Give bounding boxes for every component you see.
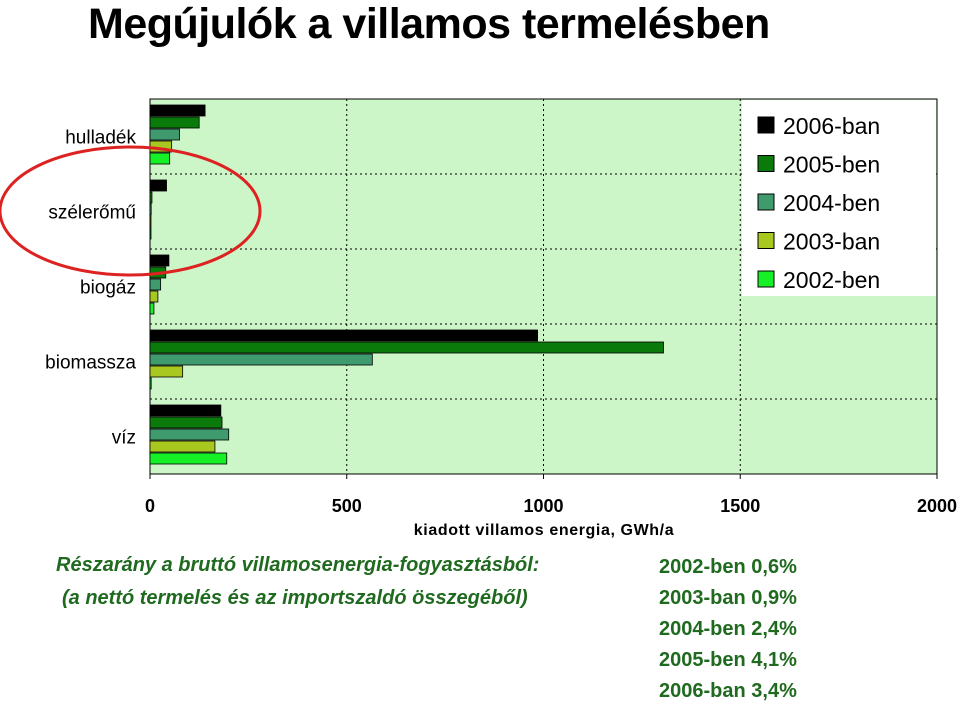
share-item: 2003-ban 0,9% [659, 587, 797, 609]
bar [149, 203, 152, 216]
bar [149, 254, 170, 267]
category-label: hulladék [65, 128, 136, 149]
category-label: biomassza [45, 353, 136, 374]
bar [149, 278, 162, 291]
legend-swatch [757, 155, 775, 172]
legend-label: 2004-ben [783, 190, 880, 216]
x-tick-label: 500 [332, 496, 362, 516]
bar [149, 404, 222, 417]
bar [149, 191, 153, 204]
category-label: víz [112, 428, 136, 449]
highlight-ellipse [0, 145, 262, 277]
share-item: 2006-ban 3,4% [659, 680, 797, 702]
share-list: 2002-ben 0,6% 2003-ban 0,9% 2004-ben 2,4… [659, 552, 797, 707]
legend: 2006-ban 2005-ben 2004-ben 2003-ban 2002-ben [757, 113, 880, 293]
share-note-title: Részarány a bruttó villamosenergia-fogya… [56, 554, 540, 576]
bar [149, 377, 152, 390]
share-item: 2005-ben 4,1% [659, 649, 797, 671]
legend-swatch [757, 193, 775, 211]
x-tick-label: 1000 [523, 496, 563, 516]
bars [149, 104, 664, 465]
bar [149, 452, 228, 465]
bar [149, 329, 538, 342]
page-title: Megújulók a villamos termelésben [88, 0, 770, 48]
bar [149, 440, 216, 453]
bar [149, 104, 206, 117]
share-note-subtitle: (a nettó termelés és az importszaldó öss… [62, 587, 528, 609]
x-ticks: 0 500 1000 1500 2000 [145, 474, 957, 516]
category-labels: hulladék szélerőmű biogáz biomassza víz [45, 128, 136, 449]
bar [149, 152, 171, 165]
x-tick-label: 2000 [917, 496, 957, 516]
x-tick-label: 1500 [720, 496, 760, 516]
bar [149, 128, 180, 141]
legend-swatch [757, 270, 775, 288]
bar-chart: hulladék szélerőmű biogáz biomassza víz 0 500… [0, 98, 957, 539]
legend-label: 2003-ban [783, 229, 880, 255]
legend-swatch [757, 116, 775, 134]
share-item: 2004-ben 2,4% [659, 618, 797, 640]
legend-label: 2005-ben [783, 152, 880, 178]
legend-label: 2002-ben [783, 267, 880, 293]
category-label: biogáz [80, 278, 136, 299]
bar [149, 416, 223, 429]
share-item: 2002-ben 0,6% [659, 556, 797, 578]
bar [149, 302, 155, 315]
bar [149, 428, 230, 441]
x-tick-label: 0 [145, 496, 155, 516]
bar [149, 341, 664, 354]
legend-swatch [757, 232, 775, 249]
bar [149, 116, 200, 129]
category-label: szélerőmű [48, 203, 136, 224]
bar [149, 227, 152, 240]
bar [149, 290, 159, 303]
x-axis-title: kiadott villamos energia, GWh/a [414, 522, 674, 539]
bar [149, 365, 184, 378]
bar [149, 179, 167, 192]
bar [149, 353, 373, 366]
bar [149, 215, 152, 228]
legend-label: 2006-ban [783, 113, 880, 139]
